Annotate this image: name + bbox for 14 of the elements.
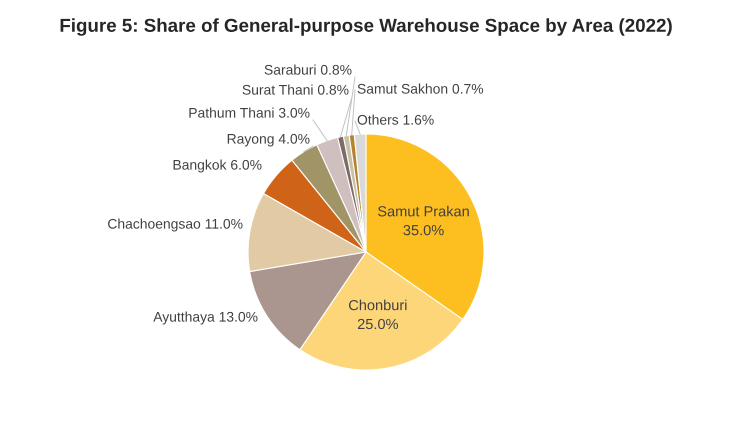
chart-title: Figure 5: Share of General-purpose Warehouse Space by Area (2022) bbox=[60, 18, 672, 36]
slice-label: Bangkok 6.0% bbox=[174, 160, 262, 172]
data-label: 35.0% bbox=[403, 224, 444, 236]
slice-label: Samut Sakhon 0.7% bbox=[358, 84, 484, 94]
slice-label: Ayutthaya 13.0% bbox=[153, 312, 258, 324]
slice-label: Surat Thani 0.8% bbox=[242, 84, 349, 95]
slice-label: Others 1.6% bbox=[358, 114, 434, 125]
slice-label: Saraburi 0.8% bbox=[264, 64, 352, 75]
slice-label: Pathum Thani 3.0% bbox=[189, 108, 310, 118]
slice-label: Chachoengsao 11.0% bbox=[108, 218, 243, 232]
slice-label: Rayong 4.0% bbox=[228, 134, 310, 146]
slice-label: Chonburi bbox=[349, 300, 406, 310]
slice-label: Samut Prakan bbox=[378, 206, 469, 216]
data-label: 25.0% bbox=[358, 318, 398, 330]
